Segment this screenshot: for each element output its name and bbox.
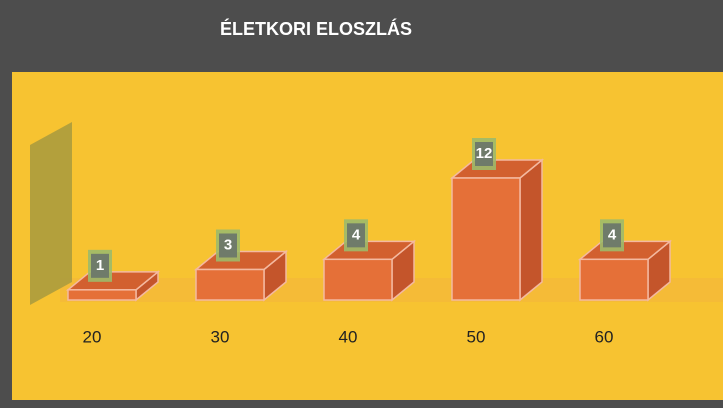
data-label-inner [603,223,621,248]
bar [579,258,649,301]
x-tick-label: 20 [83,327,102,346]
x-tick-label: 30 [211,327,230,346]
data-label: 1 [96,257,104,274]
side-wall [30,122,72,305]
data-label-inner [91,253,109,278]
data-label: 4 [608,226,617,243]
bar [195,268,265,301]
bar [67,289,137,301]
bar [451,177,521,301]
chart-title: ÉLETKORI ELOSZLÁS [220,18,412,39]
bar-side [519,158,543,302]
x-tick-label: 40 [339,327,358,346]
data-label: 4 [352,226,361,243]
data-label: 3 [224,236,232,253]
x-tick-label: 50 [467,327,486,346]
bar [323,258,393,301]
data-label-inner [219,233,237,258]
data-label: 12 [476,145,493,162]
data-label-inner [475,142,493,166]
data-label-inner [347,223,365,248]
x-tick-label: 60 [595,327,614,346]
